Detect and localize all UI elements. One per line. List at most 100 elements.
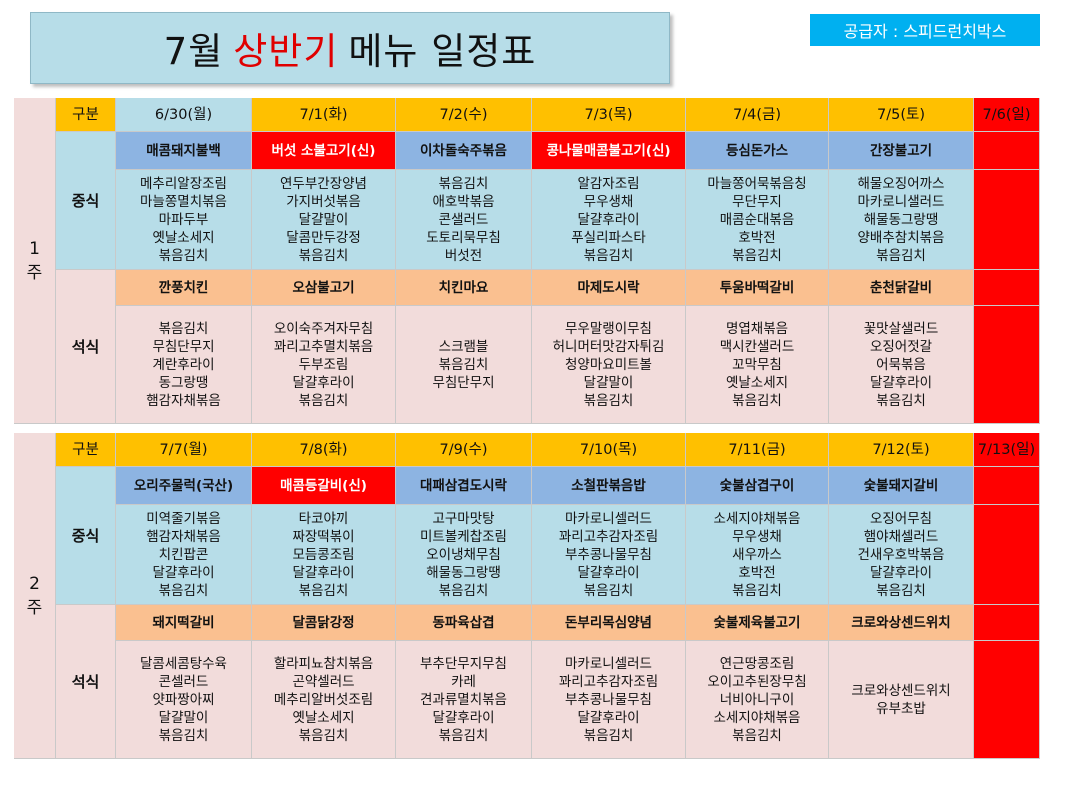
menu-line: 햄야채셀러드 — [863, 528, 939, 545]
menu-line: 애호박볶음 — [432, 193, 495, 210]
menu-line: 허니머터맛감자튀김 — [552, 338, 665, 355]
menu-line: 동그랑땡 — [158, 374, 209, 391]
dinner-main-dish: 숯불제육불고기 — [686, 605, 829, 641]
lunch-side-dishes: 알감자조림 무우생채 달걀후라이 푸실리파스타 볶음김치 — [532, 170, 686, 270]
dinner-label: 석식 — [56, 270, 116, 424]
menu-line: 마카로니샐러드 — [857, 193, 945, 210]
menu-line: 두부조림 — [298, 356, 349, 373]
menu-line: 무우생채 — [583, 193, 634, 210]
menu-line: 달걀후라이 — [577, 564, 640, 581]
lunch-main-dish: 간장불고기 — [829, 132, 974, 170]
lunch-side-dishes: 미역줄기볶음 햄감자채볶음 치킨팝콘 달걀후라이 볶음김치 — [116, 505, 252, 605]
lunch-side-dishes: 연두부간장양념 가지버섯볶음 달걀말이 달콤만두강정 볶음김치 — [252, 170, 396, 270]
lunch-side-dishes: 마카로니셀러드 꽈리고추감자조림 부추콩나물무침 달걀후라이 볶음김치 — [532, 505, 686, 605]
lunch-label: 중식 — [56, 132, 116, 270]
menu-line: 마카로니셀러드 — [565, 655, 652, 672]
menu-line: 달걀말이 — [158, 709, 209, 726]
menu-line: 너비아니구이 — [719, 691, 795, 708]
menu-line: 무우생채 — [732, 528, 782, 545]
dinner-main-dish: 깐풍치킨 — [116, 270, 252, 306]
lunch-main-dish: 매콤등갈비(신) — [252, 467, 396, 505]
date-header: 7/7(월) — [116, 433, 252, 467]
gubun-header: 구분 — [56, 433, 116, 467]
menu-line: 볶음김치 — [438, 582, 489, 599]
menu-line: 달콤세콤탕수육 — [140, 655, 227, 672]
menu-line: 유부초밥 — [876, 700, 926, 717]
lunch-side-dishes: 고구마맛탕 미트볼케찹조림 오이냉채무침 해물동그랑땡 볶음김치 — [396, 505, 532, 605]
menu-line: 볶음김치 — [876, 582, 926, 599]
page-title: 7월 상반기 메뉴 일정표 — [30, 12, 670, 84]
date-header: 7/10(목) — [532, 433, 686, 467]
menu-line: 햄감자채볶음 — [146, 392, 221, 409]
menu-line: 맥시칸샐러드 — [719, 338, 795, 355]
menu-line: 가지버섯볶음 — [286, 193, 361, 210]
lunch-main-dish: 숯불삼겹구이 — [686, 467, 829, 505]
sunday-lunch-side — [974, 170, 1040, 270]
title-highlight: 상반기 — [233, 30, 339, 73]
date-header: 7/1(화) — [252, 98, 396, 132]
sunday-dinner-main — [974, 605, 1040, 641]
lunch-side-dishes: 오징어무침 햄야채셀러드 건새우호박볶음 달걀후라이 볶음김치 — [829, 505, 974, 605]
menu-line: 새우까스 — [732, 546, 782, 563]
dinner-side-dishes: 연근땅콩조림 오이고추된장무침 너비아니구이 소세지야채볶음 볶음김치 — [686, 641, 829, 759]
lunch-main-dish: 오리주물럭(국산) — [116, 467, 252, 505]
menu-line: 달걀후라이 — [292, 374, 355, 391]
date-header: 7/5(토) — [829, 98, 974, 132]
menu-line: 고구마맛탕 — [432, 510, 495, 527]
lunch-side-dishes: 해물오징어까스 마카로니샐러드 해물동그랑땡 양배추참치볶음 볶음김치 — [829, 170, 974, 270]
menu-line: 메추리알장조림 — [140, 175, 227, 192]
lunch-main-dish: 대패삼겹도시락 — [396, 467, 532, 505]
menu-line: 볶음김치 — [732, 582, 782, 599]
menu-line: 타코야끼 — [298, 510, 349, 527]
menu-line: 해물동그랑땡 — [426, 564, 501, 581]
menu-line: 연근땅콩조림 — [719, 655, 795, 672]
menu-line: 주 — [26, 597, 43, 618]
dinner-main-dish: 마제도시락 — [532, 270, 686, 306]
menu-line: 청양마요미트볼 — [565, 356, 652, 373]
menu-line: 달걀후라이 — [152, 564, 215, 581]
date-header: 7/13(일) — [974, 433, 1040, 467]
menu-line: 햄감자채볶음 — [146, 528, 221, 545]
menu-line: 부추콩나물무침 — [565, 546, 652, 563]
menu-line: 메추리알버섯조림 — [273, 691, 374, 708]
dinner-side-dishes: 달콤세콤탕수육 콘셀러드 얏파짱아찌 달걀말이 볶음김치 — [116, 641, 252, 759]
dinner-side-dishes: 무우말랭이무침 허니머터맛감자튀김 청양마요미트볼 달걀말이 볶음김치 — [532, 306, 686, 424]
lunch-main-dish: 콩나물매콤불고기(신) — [532, 132, 686, 170]
menu-line: 볶음김치 — [158, 582, 209, 599]
menu-line: 스크램블 — [438, 338, 489, 355]
dinner-main-dish: 오삼불고기 — [252, 270, 396, 306]
dinner-side-dishes: 부추단무지무침 카레 견과류멸치볶음 달걀후라이 볶음김치 — [396, 641, 532, 759]
menu-line: 볶음김치 — [876, 247, 926, 264]
menu-line: 볶음김치 — [158, 247, 209, 264]
lunch-main-dish: 매콤돼지불백 — [116, 132, 252, 170]
menu-line: 볶음김치 — [438, 356, 489, 373]
menu-line: 볶음김치 — [298, 247, 349, 264]
menu-line: 볶음김치 — [732, 727, 782, 744]
dinner-main-dish: 달콤닭강정 — [252, 605, 396, 641]
menu-line: 볶음김치 — [732, 247, 782, 264]
menu-line: 옛날소세지 — [152, 229, 215, 246]
lunch-side-dishes: 메추리알장조림 마늘쫑멸치볶음 마파두부 옛날소세지 볶음김치 — [116, 170, 252, 270]
date-header: 7/8(화) — [252, 433, 396, 467]
menu-line: 볶음김치 — [583, 392, 634, 409]
menu-line: 꽈리고추멸치볶음 — [273, 338, 374, 355]
menu-line: 볶음김치 — [298, 392, 349, 409]
dinner-side-dishes: 할라피뇨참치볶음 곤약셀러드 메추리알버섯조림 옛날소세지 볶음김치 — [252, 641, 396, 759]
sunday-dinner-side — [974, 306, 1040, 424]
menu-line: 달걀후라이 — [869, 564, 933, 581]
menu-line: 마늘쫑어묵볶음칭 — [707, 175, 807, 192]
menu-line: 달걀후라이 — [577, 211, 640, 228]
date-header: 6/30(월) — [116, 98, 252, 132]
lunch-side-dishes: 소세지야채볶음 무우생채 새우까스 호박전 볶음김치 — [686, 505, 829, 605]
menu-line: 버섯전 — [444, 247, 483, 264]
menu-line: 볶음김치 — [298, 582, 349, 599]
menu-line: 마늘쫑멸치볶음 — [140, 193, 227, 210]
menu-line: 알감자조림 — [577, 175, 640, 192]
dinner-side-dishes: 꽃맛살샐러드 오징어젓갈 어묵볶음 달걀후라이 볶음김치 — [829, 306, 974, 424]
lunch-main-dish: 소철판볶음밥 — [532, 467, 686, 505]
menu-line: 양배추참치볶음 — [857, 229, 945, 246]
menu-line: 부추단무지무침 — [420, 655, 507, 672]
menu-line: 호박전 — [738, 564, 776, 581]
dinner-side-dishes: 볶음김치 무침단무지 계란후라이 동그랑땡 햄감자채볶음 — [116, 306, 252, 424]
